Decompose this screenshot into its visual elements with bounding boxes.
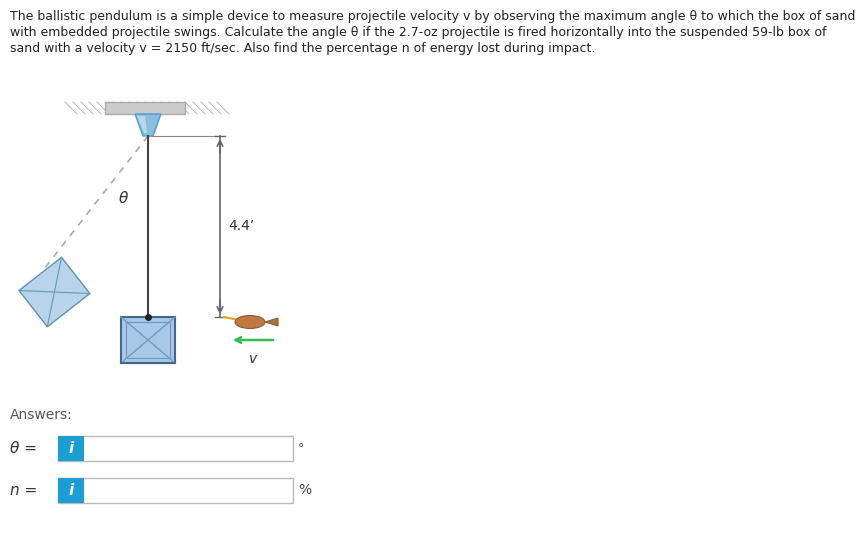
Bar	[58, 436, 84, 461]
Text: n =: n =	[10, 483, 37, 498]
Text: with embedded projectile swings. Calculate the angle θ if the 2.7-oz projectile : with embedded projectile swings. Calcula…	[10, 26, 826, 39]
Polygon shape	[19, 257, 90, 327]
Polygon shape	[137, 116, 147, 133]
Text: sand with a velocity v = 2150 ft/sec. Also find the percentage n of energy lost : sand with a velocity v = 2150 ft/sec. Al…	[10, 42, 595, 55]
Text: i: i	[69, 483, 74, 498]
Polygon shape	[265, 318, 278, 326]
Text: θ: θ	[119, 191, 128, 206]
Text: %: %	[298, 484, 311, 497]
Text: v: v	[249, 352, 257, 366]
Polygon shape	[135, 114, 161, 136]
Text: i: i	[69, 441, 74, 456]
Text: The ballistic pendulum is a simple device to measure projectile velocity v by ob: The ballistic pendulum is a simple devic…	[10, 10, 855, 23]
Bar	[58, 478, 293, 503]
Text: 4.4’: 4.4’	[228, 219, 254, 234]
Bar	[58, 478, 84, 503]
Bar	[121, 317, 175, 363]
Ellipse shape	[235, 316, 265, 329]
Text: θ =: θ =	[10, 441, 37, 456]
Bar	[58, 436, 293, 461]
Text: °: °	[298, 442, 305, 455]
Bar	[105, 102, 185, 114]
Text: Answers:: Answers:	[10, 408, 73, 422]
